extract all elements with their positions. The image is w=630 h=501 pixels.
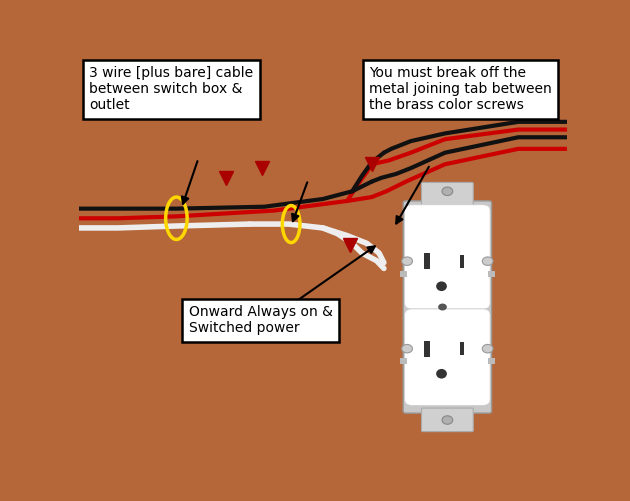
FancyBboxPatch shape	[404, 205, 490, 309]
Text: 3 wire [plus bare] cable
between switch box &
outlet: 3 wire [plus bare] cable between switch …	[89, 66, 254, 112]
Ellipse shape	[483, 257, 493, 266]
Ellipse shape	[436, 369, 447, 379]
Ellipse shape	[438, 304, 447, 311]
Ellipse shape	[402, 257, 413, 266]
Ellipse shape	[436, 282, 447, 291]
FancyBboxPatch shape	[403, 201, 491, 413]
FancyBboxPatch shape	[421, 182, 473, 206]
Bar	[488, 271, 495, 277]
Text: You must break off the
metal joining tab between
the brass color screws: You must break off the metal joining tab…	[369, 66, 552, 112]
Bar	[424, 253, 430, 269]
Bar	[460, 342, 464, 355]
Ellipse shape	[442, 187, 453, 195]
Ellipse shape	[483, 344, 493, 353]
Text: Onward Always on &
Switched power: Onward Always on & Switched power	[188, 305, 333, 335]
Bar	[400, 358, 407, 364]
Bar	[400, 271, 407, 277]
Bar	[424, 341, 430, 357]
FancyBboxPatch shape	[421, 408, 473, 432]
Bar	[488, 358, 495, 364]
Ellipse shape	[402, 344, 413, 353]
Bar	[460, 255, 464, 268]
FancyBboxPatch shape	[404, 309, 490, 405]
Ellipse shape	[442, 416, 453, 424]
